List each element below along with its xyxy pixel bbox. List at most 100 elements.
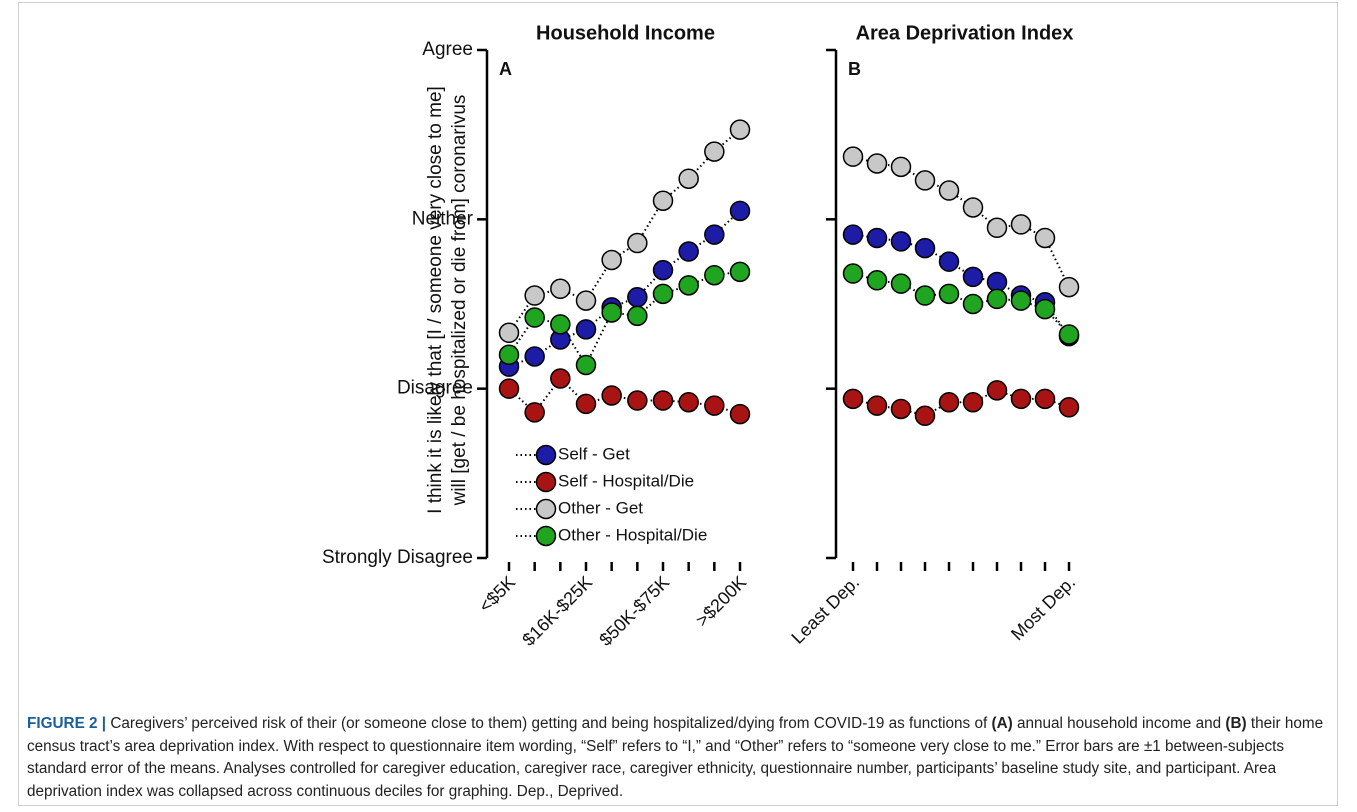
- data-point: [914, 285, 936, 306]
- caption: FIGURE 2 | Caregivers’ perceived risk of…: [27, 713, 1339, 803]
- data-point: [986, 271, 1008, 293]
- legend-label: Other - Get: [558, 498, 643, 517]
- data-point: [704, 141, 725, 162]
- data-point: [986, 288, 1008, 310]
- data-point: [1058, 276, 1080, 298]
- legend-label: Self - Get: [558, 444, 630, 463]
- data-point: [729, 119, 751, 140]
- data-point: [550, 314, 571, 335]
- data-point: [627, 390, 648, 411]
- y-axis-title-line: will [get / be hospitalized or die from]…: [449, 95, 470, 507]
- data-point: [652, 259, 674, 281]
- chart-title: Household Income: [536, 22, 715, 44]
- data-point: [962, 266, 984, 288]
- data-point: [524, 402, 545, 423]
- data-point: [524, 346, 545, 367]
- data-point: [866, 395, 888, 416]
- x-tick-label: $16K-$25K: [518, 572, 596, 650]
- data-point: [729, 403, 751, 425]
- data-point: [938, 251, 960, 272]
- data-point: [652, 190, 674, 211]
- caption-text: their home census tract’s area deprivati…: [27, 715, 1324, 800]
- data-point: [1058, 397, 1080, 418]
- y-tick-label: Neither: [412, 208, 474, 229]
- y-tick-label: Disagree: [397, 378, 473, 399]
- x-tick-label: <$5K: [475, 572, 519, 616]
- data-point: [729, 200, 751, 222]
- series-line: [852, 155, 1070, 288]
- data-point: [550, 278, 571, 300]
- data-point: [575, 354, 597, 376]
- series-line: [852, 389, 1070, 417]
- data-point: [962, 293, 984, 315]
- x-tick-label: $50K-$75K: [595, 572, 673, 650]
- data-point: [962, 197, 984, 218]
- data-point: [866, 227, 888, 249]
- data-point: [575, 319, 597, 340]
- data-point: [498, 322, 520, 344]
- data-point: [842, 146, 864, 167]
- data-point: [601, 385, 622, 406]
- data-point: [1034, 298, 1056, 320]
- data-point: [842, 388, 864, 410]
- series-line: [852, 272, 1070, 336]
- data-point: [627, 232, 648, 254]
- data-point: [601, 302, 622, 323]
- data-point: [962, 391, 984, 413]
- data-point: [986, 380, 1008, 401]
- panel-label: B: [848, 59, 861, 79]
- data-point: [986, 217, 1008, 239]
- data-point: [575, 290, 597, 311]
- caption-text: (B): [1225, 715, 1247, 732]
- data-point: [524, 285, 545, 306]
- data-point: [866, 270, 888, 291]
- x-tick-label: Most Dep.: [1007, 572, 1079, 644]
- data-point: [550, 368, 571, 389]
- data-point: [1010, 290, 1032, 311]
- caption-text: (A): [991, 715, 1013, 732]
- data-point: [652, 283, 674, 305]
- data-point: [498, 344, 520, 366]
- data-point: [652, 390, 674, 411]
- data-point: [1010, 214, 1032, 235]
- data-point: [498, 378, 520, 399]
- data-point: [938, 283, 960, 305]
- markers-layer: [498, 119, 1080, 427]
- data-point: [1034, 388, 1056, 410]
- caption-text: Caregivers’ perceived risk of their (or …: [110, 715, 992, 732]
- y-axis-title: I think it is likely that [I / someone v…: [425, 86, 470, 514]
- y-tick-label: Agree: [422, 39, 473, 60]
- series-line: [508, 376, 741, 416]
- data-point: [890, 273, 912, 294]
- x-tick-label: Least Dep.: [787, 572, 863, 648]
- data-point: [842, 263, 864, 284]
- chart: I think it is likely that [I / someone v…: [322, 22, 1080, 650]
- legend-marker: [535, 471, 557, 493]
- data-point: [1034, 227, 1056, 249]
- legend-label: Other - Hospital/Die: [558, 525, 707, 544]
- series-line: [508, 270, 741, 368]
- data-point: [914, 405, 936, 427]
- data-point: [678, 275, 699, 296]
- lines-layer: [508, 128, 1070, 417]
- data-point: [627, 305, 648, 327]
- data-point: [704, 395, 725, 416]
- data-point: [704, 264, 725, 286]
- data-point: [729, 261, 751, 283]
- chart-title: Area Deprivation Index: [856, 22, 1074, 44]
- data-point: [1010, 388, 1032, 410]
- data-point: [575, 393, 597, 415]
- data-point: [842, 224, 864, 245]
- data-point: [704, 224, 725, 245]
- data-point: [678, 241, 699, 262]
- y-tick-label: Strongly Disagree: [322, 547, 473, 568]
- caption-text: annual household income and: [1012, 715, 1226, 732]
- panel-label: A: [499, 59, 512, 79]
- series-line: [852, 233, 1070, 337]
- series-line: [508, 128, 741, 334]
- data-point: [627, 286, 648, 308]
- data-point: [601, 249, 622, 271]
- data-point: [866, 153, 888, 174]
- figure-label: FIGURE 2 |: [27, 715, 107, 732]
